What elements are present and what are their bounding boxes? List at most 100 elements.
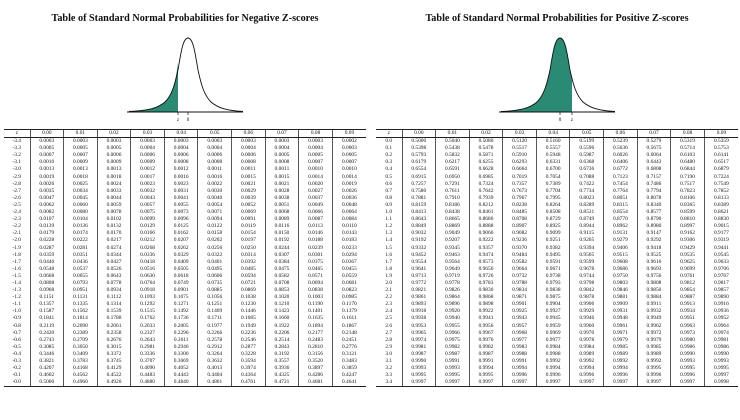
probability-cell: 0.0012 [130, 166, 165, 174]
probability-cell: 0.3156 [298, 350, 333, 358]
probability-cell: 0.2358 [96, 329, 131, 337]
table-row: -1.1 0.1357 0.1335 0.1314 0.1292 0.1271 0.1251… [4, 301, 366, 309]
probability-cell: 0.9985 [603, 343, 638, 351]
table-row: -2.2 0.0139 0.0136 0.0132 0.0129 0.0125 0.0122… [4, 223, 366, 231]
column-header: 0.02 [96, 128, 131, 139]
positive-table-title: Table of Standard Normal Probabilities f… [425, 13, 689, 24]
probability-cell: 0.3121 [331, 350, 366, 358]
probability-cell: 0.9997 [670, 379, 705, 388]
z-value-cell: -1.0 [12, 308, 22, 315]
probability-cell: 0.0003 [331, 145, 366, 153]
probability-cell: 0.0344 [96, 251, 131, 259]
probability-cell: 0.9982 [468, 343, 503, 351]
probability-cell: 0.0681 [331, 279, 366, 288]
probability-cell: 0.9115 [569, 230, 604, 238]
probability-cell: 0.9965 [401, 329, 436, 337]
probability-cell: 0.9993 [435, 365, 470, 373]
probability-cell: 0.0008 [163, 159, 198, 167]
probability-cell: 0.9916 [703, 301, 738, 309]
zero-label: 0 [559, 118, 562, 122]
probability-cell: 0.9332 [401, 244, 436, 252]
z-value-cell: -0.9 [12, 315, 22, 322]
probability-cell: 0.5279 [636, 137, 671, 146]
z-value-cell: 0.2 [385, 152, 393, 159]
probability-cell: 0.9963 [670, 322, 705, 330]
probability-cell: 0.6950 [435, 173, 470, 181]
probability-cell: 0.9418 [636, 244, 671, 252]
positive-bell-curve-figure: 0 z [499, 37, 616, 122]
probability-cell: 0.7422 [569, 180, 604, 188]
probability-cell: 0.3483 [331, 358, 366, 366]
probability-cell: 0.0011 [264, 166, 299, 174]
probability-cell: 0.0367 [331, 258, 366, 266]
z-value-cell: -1.5 [12, 272, 22, 279]
probability-cell: 0.9887 [670, 294, 705, 302]
probability-cell: 0.0008 [231, 159, 266, 167]
probability-cell: 0.0004 [130, 145, 165, 153]
column-header: 0.00 [401, 128, 436, 139]
table-row: -0.1 0.4602 0.4562 0.4522 0.4483 0.4443 0.4404… [4, 372, 366, 380]
probability-cell: 0.2709 [63, 336, 98, 344]
probability-cell: 0.8577 [636, 209, 671, 217]
probability-cell: 0.9582 [502, 258, 537, 266]
probability-cell: 0.9826 [435, 287, 470, 295]
z-value-cell: -2.9 [12, 173, 22, 180]
probability-cell: 0.9515 [603, 251, 638, 259]
probability-cell: 0.0010 [331, 166, 366, 174]
probability-cell: 0.0262 [163, 244, 198, 252]
probability-cell: 0.0475 [264, 265, 299, 273]
table-row: 3.4 0.9997 0.9997 0.9997 0.9997 0.9997 0.9997 0… [376, 379, 738, 388]
z-value-cell: 0.5 [385, 173, 393, 180]
z-value-cell: 0.1 [385, 145, 393, 152]
table-row: 1.6 0.9452 0.9463 0.9474 0.9484 0.9495 0.9505 0… [376, 251, 738, 259]
probability-cell: 0.0129 [130, 223, 165, 231]
probability-cell: 0.6406 [603, 159, 638, 167]
probability-cell: 0.7967 [502, 194, 537, 202]
probability-cell: 0.1335 [63, 301, 98, 309]
probability-cell: 0.0005 [96, 145, 131, 153]
probability-cell: 0.0019 [29, 173, 64, 181]
probability-cell: 0.9719 [435, 272, 470, 280]
probability-cell: 0.9484 [502, 251, 537, 259]
probability-cell: 0.0003 [96, 137, 131, 146]
probability-cell: 0.9986 [670, 343, 705, 351]
probability-cell: 0.6554 [401, 166, 436, 174]
z-value-cell: 1.0 [385, 209, 393, 216]
probability-cell: 0.9868 [468, 294, 503, 302]
table-row: -3.1 0.0010 0.0009 0.0009 0.0009 0.0008 0.0008… [4, 159, 366, 167]
probability-cell: 0.4013 [197, 365, 232, 373]
probability-cell: 0.9994 [468, 365, 503, 373]
probability-cell: 0.8133 [703, 194, 738, 202]
column-header: 0.07 [264, 128, 299, 139]
column-header: 0.08 [670, 128, 705, 139]
table-row: 1.5 0.9332 0.9345 0.9357 0.9370 0.9382 0.9394 0… [376, 244, 738, 252]
negative-z-panel: Table of Standard Normal Probabilities f… [4, 0, 366, 420]
probability-cell: 0.6368 [569, 159, 604, 167]
probability-cell: 0.6664 [502, 166, 537, 174]
probability-cell: 0.0256 [197, 244, 232, 252]
probability-cell: 0.0150 [264, 230, 299, 238]
probability-cell: 0.8790 [636, 216, 671, 224]
probability-cell: 0.6915 [401, 173, 436, 181]
probability-cell: 0.5636 [603, 145, 638, 153]
probability-cell: 0.9162 [670, 230, 705, 238]
probability-cell: 0.9878 [569, 294, 604, 302]
probability-cell: 0.6293 [502, 159, 537, 167]
z-label: z [570, 118, 573, 122]
probability-cell: 0.8159 [401, 201, 436, 210]
probability-cell: 0.9940 [435, 315, 470, 323]
probability-cell: 0.3520 [298, 358, 333, 366]
probability-cell: 0.9982 [435, 343, 470, 351]
probability-cell: 0.0010 [298, 166, 333, 174]
probability-cell: 0.5239 [603, 137, 638, 146]
probability-cell: 0.8907 [502, 223, 537, 231]
probability-cell: 0.0146 [298, 230, 333, 238]
probability-cell: 0.0018 [63, 173, 98, 181]
probability-cell: 0.0202 [197, 237, 232, 245]
probability-cell: 0.9929 [569, 308, 604, 316]
probability-cell: 0.2236 [231, 329, 266, 337]
probability-cell: 0.7704 [535, 187, 570, 195]
probability-cell: 0.0122 [197, 223, 232, 231]
probability-cell: 0.9693 [636, 265, 671, 273]
probability-cell: 0.9898 [468, 301, 503, 309]
